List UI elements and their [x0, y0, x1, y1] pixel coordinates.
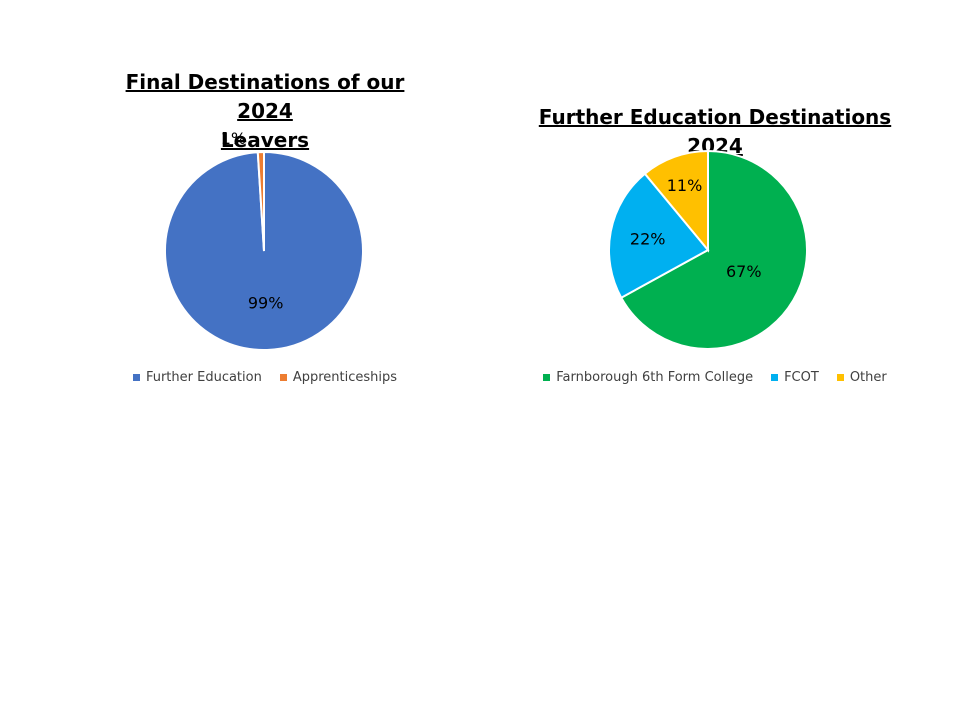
legend-label: Further Education — [145, 370, 262, 385]
legend-item: FCOT — [771, 370, 819, 385]
legend-label: Other — [849, 370, 887, 385]
legend-swatch — [836, 374, 844, 381]
legend-swatch — [279, 374, 287, 381]
data-label: 11% — [667, 176, 703, 195]
pie-slice-other — [643, 149, 709, 253]
pie-slice-fcot — [608, 172, 710, 300]
pie-chart: 99% 1% — [164, 129, 364, 351]
data-label: 67% — [726, 262, 762, 281]
legend-swatch — [771, 374, 779, 381]
chart-final-destinations: Final Destinations of our 2024 Leavers 9… — [100, 68, 430, 398]
legend-item: Apprenticeships — [279, 370, 398, 385]
chart-further-education: Further Education Destinations 2024 67% 2… — [515, 100, 915, 400]
data-label: 22% — [630, 229, 666, 248]
legend-swatch — [132, 374, 140, 381]
pie-slice-farnborough-6th-form-college — [619, 149, 808, 350]
legend-item: Further Education — [132, 370, 262, 385]
data-label: 1% — [221, 129, 246, 148]
legend-swatch — [543, 374, 551, 381]
data-label: 99% — [248, 293, 284, 312]
pie-slice-apprenticeships — [256, 150, 265, 252]
chart-legend: Further Education Apprenticeships — [100, 370, 430, 385]
legend-item: Other — [836, 370, 887, 385]
legend-label: Apprenticeships — [292, 370, 398, 385]
chart-legend: Farnborough 6th Form College FCOT Other — [515, 370, 915, 385]
pie-chart: 67% 22% 11% — [608, 149, 808, 350]
chart-title: Final Destinations of our 2024 Leavers — [125, 70, 405, 152]
legend-item: Farnborough 6th Form College — [543, 370, 753, 385]
legend-label: Farnborough 6th Form College — [556, 370, 754, 385]
chart-title: Further Education Destinations 2024 — [538, 105, 892, 158]
legend-label: FCOT — [784, 370, 819, 385]
